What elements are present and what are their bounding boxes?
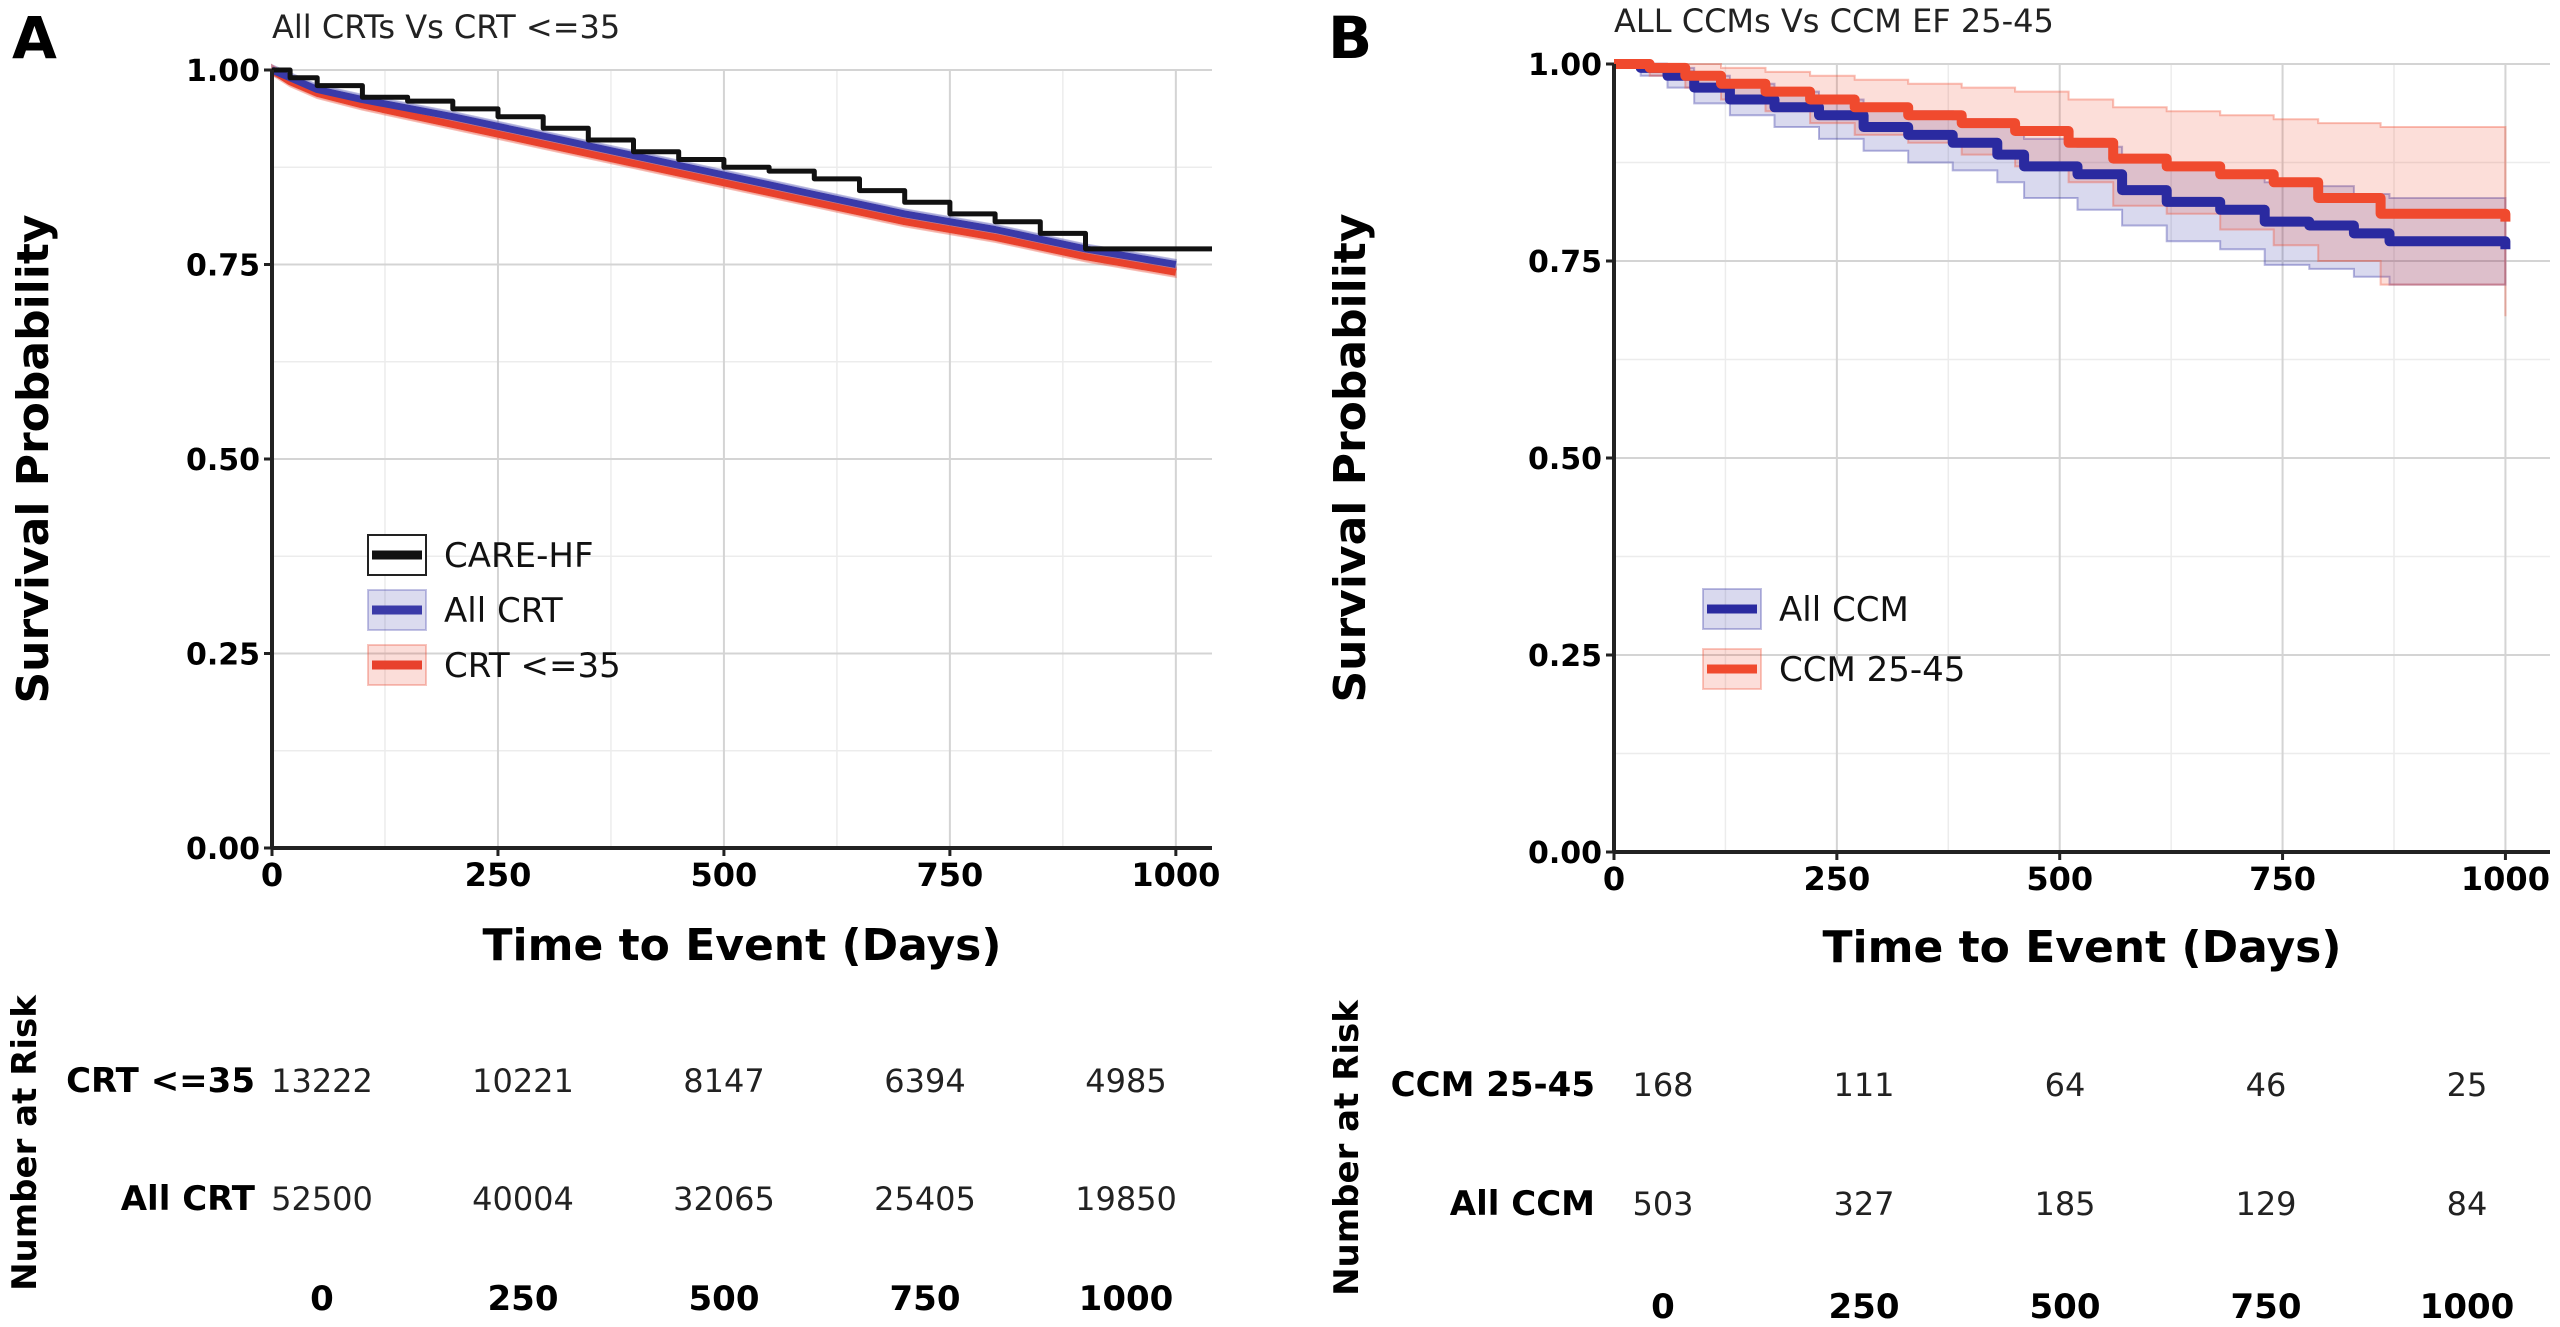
panel-a-risk-ylabel: Number at Risk [5, 994, 45, 1291]
panel-b-risk-row-label: All CCM [1450, 1184, 1595, 1224]
panel-a-ytick-label: 0.50 [186, 443, 260, 478]
panel-b-risk-time: 750 [2231, 1287, 2302, 1327]
panel-a-line-all-crt [270, 66, 1177, 268]
panel-b-ytick-label: 1.00 [1528, 48, 1602, 83]
panel-b-ylabel: Survival Probability [1325, 213, 1376, 702]
panel-a-xtick-label: 0 [261, 856, 283, 894]
panel-b-risk-cell: 185 [2034, 1185, 2095, 1223]
panel-b-xtick-label: 500 [2026, 860, 2093, 898]
panel-a: A All CRTs Vs CRT <=35 0.00 0.25 0.50 0.75 1.0… [5, 4, 1220, 1319]
panel-b-xtick-label: 0 [1603, 860, 1625, 898]
panel-b-risk-cell: 129 [2235, 1185, 2296, 1223]
panel-a-legend-label: CARE-HF [444, 536, 594, 576]
panel-a-risk-time: 750 [890, 1279, 961, 1319]
panel-b-risk-time: 500 [2030, 1287, 2101, 1327]
panel-b-risk-cell: 84 [2447, 1185, 2488, 1223]
panel-a-risk-row-label: CRT <=35 [66, 1061, 255, 1101]
panel-b-risk-table: Number at Risk CCM 25-45 168 111 64 46 25 All C… [1327, 999, 2514, 1327]
panel-a-letter: A [12, 4, 57, 72]
panel-b-risk-cell: 46 [2246, 1066, 2287, 1104]
panel-b-risk-cell: 327 [1833, 1185, 1894, 1223]
panel-b-risk-cell: 25 [2447, 1066, 2488, 1104]
panel-b-risk-cell: 168 [1632, 1066, 1693, 1104]
panel-b-series [1614, 59, 2511, 317]
panel-b-risk-ylabel: Number at Risk [1327, 999, 1367, 1296]
panel-a-ylabel: Survival Probability [8, 214, 59, 703]
panel-b-xlabel: Time to Event (Days) [1823, 922, 2342, 973]
panel-a-xtick-label: 750 [916, 856, 983, 894]
panel-a-ytick-label: 0.25 [186, 638, 260, 673]
panel-b-letter: B [1328, 4, 1372, 72]
panel-a-risk-time: 1000 [1079, 1279, 1174, 1319]
panel-a-risk-cell: 40004 [472, 1180, 574, 1218]
panel-b-risk-cell: 503 [1632, 1185, 1693, 1223]
panel-b-ytick-label: 0.50 [1528, 442, 1602, 477]
panel-a-risk-cell: 8147 [683, 1062, 764, 1100]
panel-a-risk-time: 0 [310, 1279, 334, 1319]
panel-a-risk-cell: 13222 [271, 1062, 373, 1100]
panel-a-risk-cell: 19850 [1075, 1180, 1177, 1218]
panel-a-xtick-label: 250 [465, 856, 532, 894]
panel-a-risk-cell: 52500 [271, 1180, 373, 1218]
panel-a-series [270, 63, 1212, 279]
panel-a-xtick-label: 1000 [1131, 856, 1220, 894]
panel-a-title: All CRTs Vs CRT <=35 [272, 8, 620, 46]
panel-a-risk-row-label: All CRT [121, 1179, 256, 1219]
panel-a-risk-time: 500 [689, 1279, 760, 1319]
panel-b: B ALL CCMs Vs CCM EF 25-45 0.00 0.25 0.50 0.7… [1325, 2, 2550, 1327]
panel-a-ytick-label: 0.75 [186, 249, 260, 284]
panel-b-risk-cell: 64 [2045, 1066, 2086, 1104]
panel-a-ytick-label: 0.00 [186, 832, 260, 867]
panel-a-ytick-label: 1.00 [186, 54, 260, 89]
panel-b-risk-time: 250 [1829, 1287, 1900, 1327]
panel-a-risk-cell: 10221 [472, 1062, 574, 1100]
panel-b-ytick-label: 0.00 [1528, 836, 1602, 871]
panel-b-band-ccm-25-45 [1614, 63, 2507, 317]
panel-b-legend-label: All CCM [1779, 590, 1909, 630]
panel-a-risk-cell: 32065 [673, 1180, 775, 1218]
panel-b-xtick-label: 250 [1803, 860, 1870, 898]
panel-a-risk-time: 250 [488, 1279, 559, 1319]
panel-a-risk-table: Number at Risk CRT <=35 13222 10221 8147 6394… [5, 994, 1177, 1319]
panel-a-xtick-label: 500 [691, 856, 758, 894]
panel-a-line-care-hf [272, 67, 1212, 252]
panel-b-risk-time: 0 [1651, 1287, 1675, 1327]
panel-a-risk-cell: 25405 [874, 1180, 976, 1218]
panel-a-line-crt-35 [270, 67, 1177, 276]
panel-b-xtick-label: 1000 [2461, 860, 2550, 898]
panel-a-xlabel: Time to Event (Days) [483, 920, 1002, 971]
panel-a-legend-label: All CRT [444, 591, 563, 631]
panel-b-xtick-label: 750 [2249, 860, 2316, 898]
panel-b-risk-time: 1000 [2420, 1287, 2515, 1327]
panel-b-title: ALL CCMs Vs CCM EF 25-45 [1614, 2, 2054, 40]
panel-a-legend: CARE-HF All CRT CRT <=35 [367, 534, 621, 686]
panel-b-risk-cell: 111 [1833, 1066, 1894, 1104]
panel-b-ytick-label: 0.75 [1528, 245, 1602, 280]
panel-a-legend-label: CRT <=35 [444, 646, 621, 686]
panel-a-risk-cell: 4985 [1085, 1062, 1166, 1100]
panel-b-ytick-label: 0.25 [1528, 639, 1602, 674]
panel-a-risk-cell: 6394 [884, 1062, 965, 1100]
panel-b-line-ccm-25-45 [1614, 59, 2511, 222]
panel-b-legend: All CCM CCM 25-45 [1702, 588, 1965, 690]
panel-b-legend-label: CCM 25-45 [1779, 650, 1965, 690]
panel-b-risk-row-label: CCM 25-45 [1391, 1065, 1595, 1105]
